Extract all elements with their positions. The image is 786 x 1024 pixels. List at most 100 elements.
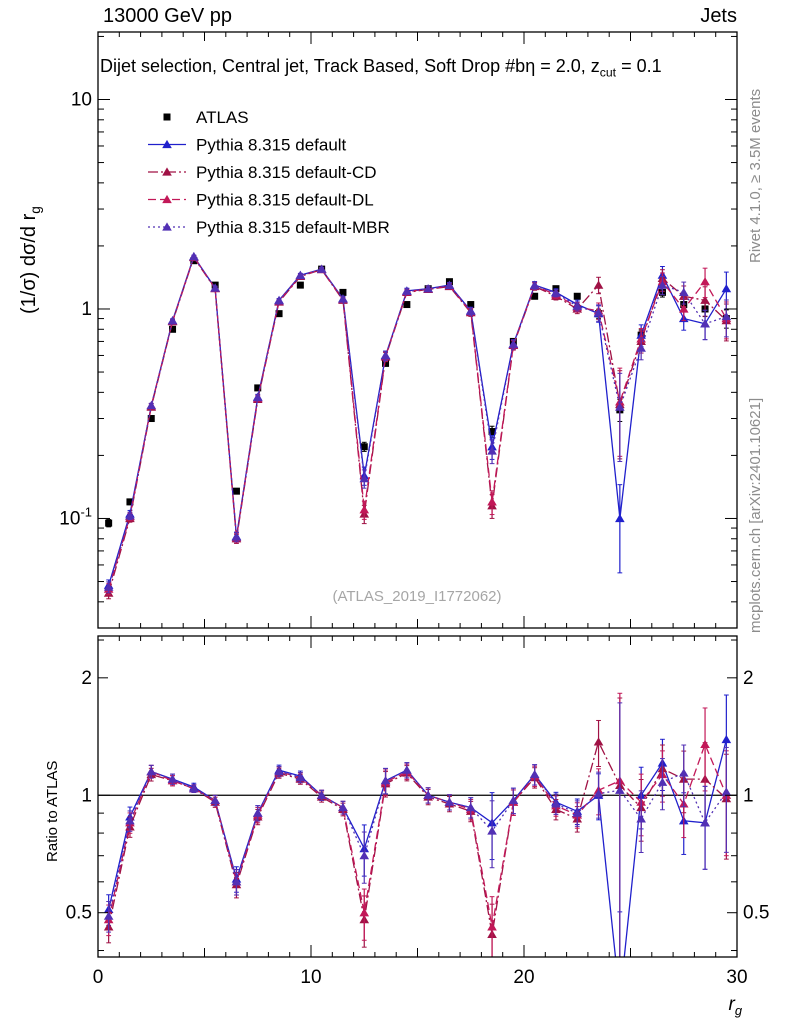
- data-marker: [316, 790, 327, 799]
- data-marker: [146, 766, 157, 776]
- data-marker: [465, 306, 476, 315]
- data-marker: [487, 826, 497, 835]
- data-marker: [105, 519, 113, 527]
- series-atlas: [105, 257, 730, 528]
- data-marker: [593, 788, 604, 798]
- data-marker: [678, 287, 689, 296]
- data-marker: [423, 790, 433, 799]
- beam-energy-label: 13000 GeV pp: [103, 5, 232, 27]
- data-marker: [721, 284, 732, 293]
- data-marker: [593, 308, 604, 317]
- data-marker: [508, 339, 519, 348]
- data-marker: [444, 280, 455, 290]
- data-marker: [274, 766, 284, 776]
- data-marker: [465, 802, 476, 812]
- y-tick-label: 10-1: [59, 504, 92, 529]
- data-marker: [615, 785, 625, 794]
- ratio-tick-label: 0.5: [743, 903, 769, 924]
- data-marker: [162, 194, 172, 204]
- data-marker: [380, 351, 391, 360]
- data-marker: [402, 765, 412, 774]
- x-tick-label: 30: [726, 967, 747, 988]
- legend-label: ATLAS: [196, 108, 249, 127]
- data-marker: [572, 301, 583, 310]
- data-marker: [252, 392, 263, 402]
- data-marker: [359, 473, 370, 483]
- series-pythia-8-315-default-mbr: [103, 702, 732, 957]
- data-marker: [529, 280, 540, 290]
- data-marker: [126, 498, 134, 506]
- data-marker: [423, 284, 433, 293]
- data-marker: [162, 222, 172, 231]
- data-marker: [146, 400, 157, 410]
- series-pythia-8-315-default-cd: [103, 252, 732, 600]
- data-marker: [338, 294, 348, 303]
- data-marker: [572, 808, 583, 817]
- y-tick-label: 1: [81, 299, 92, 320]
- data-marker: [380, 776, 391, 785]
- data-marker: [189, 784, 199, 793]
- data-marker: [487, 446, 497, 455]
- data-marker: [615, 402, 625, 411]
- data-marker: [593, 280, 604, 289]
- data-marker: [402, 286, 412, 295]
- data-marker: [210, 283, 220, 292]
- data-marker: [508, 795, 519, 805]
- data-marker: [316, 264, 327, 273]
- data-marker: [231, 532, 242, 541]
- data-marker: [488, 428, 496, 436]
- rivet-version-note: Rivet 4.1.0, ≥ 3.5M events: [747, 88, 764, 263]
- legend-label: Pythia 8.315 default-DL: [196, 191, 374, 210]
- data-marker: [487, 922, 497, 931]
- series-pythia-8-315-default: [103, 251, 732, 592]
- data-marker: [615, 995, 625, 1003]
- ratio-tick-label: 2: [81, 668, 92, 689]
- y-axis-label: (1/σ) dσ/d rg: [18, 206, 43, 314]
- data-marker: [615, 513, 625, 523]
- data-marker: [403, 301, 411, 309]
- data-marker: [189, 252, 199, 261]
- data-marker: [551, 288, 561, 297]
- data-marker: [444, 797, 455, 806]
- data-marker: [147, 415, 155, 423]
- legend-label: Pythia 8.315 default-MBR: [196, 218, 390, 237]
- plot-title: Dijet selection, Central jet, Track Base…: [100, 56, 662, 80]
- data-marker: [531, 292, 539, 300]
- data-marker: [125, 511, 135, 520]
- data-marker: [467, 301, 475, 309]
- series-pythia-8-315-default-dl: [103, 252, 732, 596]
- data-marker: [163, 113, 171, 121]
- data-marker: [275, 310, 283, 318]
- data-marker: [721, 734, 732, 744]
- series-line: [108, 739, 728, 957]
- data-marker: [636, 814, 646, 823]
- process-label: Jets: [700, 5, 737, 27]
- series-pythia-8-315-default: [103, 694, 732, 1003]
- series-pythia-8-315-default-mbr: [103, 252, 732, 594]
- data-marker: [169, 325, 177, 333]
- data-marker: [573, 292, 581, 300]
- data-marker: [167, 316, 178, 325]
- data-marker: [167, 774, 178, 783]
- data-marker: [274, 296, 284, 305]
- data-marker: [359, 851, 370, 860]
- x-tick-label: 20: [513, 967, 534, 988]
- data-marker: [103, 911, 114, 920]
- data-marker: [162, 167, 172, 176]
- x-tick-label: 0: [93, 967, 104, 988]
- data-marker: [551, 799, 561, 808]
- series-line: [108, 255, 727, 588]
- ratio-tick-label: 0.5: [66, 903, 92, 924]
- data-marker: [700, 319, 710, 328]
- data-marker: [232, 487, 240, 495]
- legend-label: Pythia 8.315 default: [196, 136, 347, 155]
- data-marker: [487, 497, 497, 506]
- data-marker: [359, 908, 370, 917]
- series-line: [108, 256, 727, 594]
- analysis-id-watermark: (ATLAS_2019_I1772062): [332, 588, 502, 605]
- data-marker: [678, 768, 689, 777]
- ratio-tick-label: 1: [81, 785, 92, 806]
- data-marker: [125, 816, 135, 825]
